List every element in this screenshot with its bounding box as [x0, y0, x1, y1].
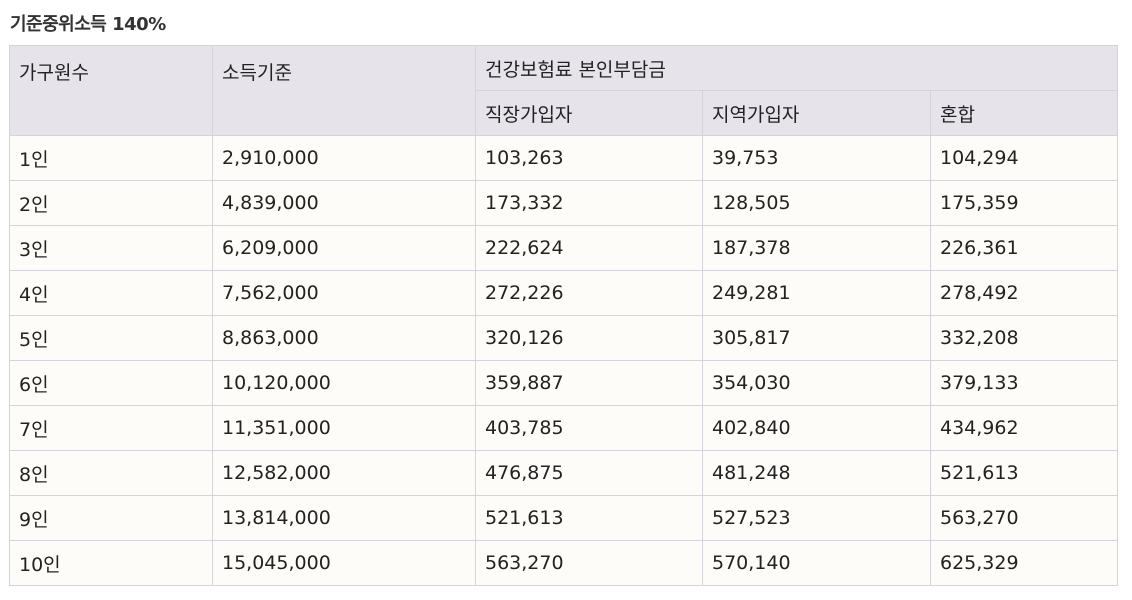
mixed-cell: 434,962 — [929, 405, 1119, 451]
table-row: 6인 10,120,000 359,887 354,030 379,133 — [9, 360, 1119, 406]
income-cell: 11,351,000 — [212, 405, 476, 451]
household-cell: 4인 — [9, 270, 213, 316]
income-cell: 8,863,000 — [212, 315, 476, 361]
mixed-cell: 226,361 — [929, 225, 1119, 271]
household-cell: 7인 — [9, 405, 213, 451]
mixed-cell: 379,133 — [929, 360, 1119, 406]
regional-cell: 570,140 — [702, 540, 931, 586]
header-household: 가구원수 — [9, 45, 213, 136]
regional-cell: 402,840 — [702, 405, 931, 451]
income-cell: 10,120,000 — [212, 360, 476, 406]
household-cell: 6인 — [9, 360, 213, 406]
income-cell: 6,209,000 — [212, 225, 476, 271]
income-cell: 13,814,000 — [212, 495, 476, 541]
header-mixed: 혼합 — [929, 90, 1119, 136]
income-premium-table: 가구원수 소득기준 건강보험료 본인부담금 직장가입자 지역가입자 혼합 1인 2… — [9, 45, 1119, 586]
employee-cell: 359,887 — [475, 360, 703, 406]
employee-cell: 476,875 — [475, 450, 703, 496]
income-cell: 2,910,000 — [212, 135, 476, 181]
employee-cell: 320,126 — [475, 315, 703, 361]
table-row: 8인 12,582,000 476,875 481,248 521,613 — [9, 450, 1119, 496]
employee-cell: 103,263 — [475, 135, 703, 181]
table-row: 2인 4,839,000 173,332 128,505 175,359 — [9, 180, 1119, 226]
table-row: 4인 7,562,000 272,226 249,281 278,492 — [9, 270, 1119, 316]
employee-cell: 173,332 — [475, 180, 703, 226]
household-cell: 10인 — [9, 540, 213, 586]
regional-cell: 481,248 — [702, 450, 931, 496]
mixed-cell: 563,270 — [929, 495, 1119, 541]
regional-cell: 527,523 — [702, 495, 931, 541]
employee-cell: 521,613 — [475, 495, 703, 541]
table-row: 5인 8,863,000 320,126 305,817 332,208 — [9, 315, 1119, 361]
table-header: 가구원수 소득기준 건강보험료 본인부담금 직장가입자 지역가입자 혼합 — [9, 45, 1119, 136]
header-regional: 지역가입자 — [702, 90, 931, 136]
regional-cell: 128,505 — [702, 180, 931, 226]
header-employee: 직장가입자 — [475, 90, 703, 136]
table-caption: 기준중위소득 140% — [10, 14, 166, 35]
mixed-cell: 104,294 — [929, 135, 1119, 181]
income-cell: 12,582,000 — [212, 450, 476, 496]
mixed-cell: 175,359 — [929, 180, 1119, 226]
employee-cell: 272,226 — [475, 270, 703, 316]
table-body: 1인 2,910,000 103,263 39,753 104,294 2인 4,839,0… — [9, 135, 1119, 586]
income-cell: 7,562,000 — [212, 270, 476, 316]
regional-cell: 249,281 — [702, 270, 931, 316]
regional-cell: 305,817 — [702, 315, 931, 361]
mixed-cell: 332,208 — [929, 315, 1119, 361]
household-cell: 3인 — [9, 225, 213, 271]
employee-cell: 222,624 — [475, 225, 703, 271]
table-row: 7인 11,351,000 403,785 402,840 434,962 — [9, 405, 1119, 451]
header-income: 소득기준 — [212, 45, 476, 136]
regional-cell: 354,030 — [702, 360, 931, 406]
mixed-cell: 625,329 — [929, 540, 1119, 586]
mixed-cell: 278,492 — [929, 270, 1119, 316]
income-cell: 15,045,000 — [212, 540, 476, 586]
household-cell: 9인 — [9, 495, 213, 541]
regional-cell: 39,753 — [702, 135, 931, 181]
income-cell: 4,839,000 — [212, 180, 476, 226]
employee-cell: 563,270 — [475, 540, 703, 586]
table-row: 3인 6,209,000 222,624 187,378 226,361 — [9, 225, 1119, 271]
header-premium-group: 건강보험료 본인부담금 — [474, 45, 1119, 91]
regional-cell: 187,378 — [702, 225, 931, 271]
household-cell: 1인 — [9, 135, 213, 181]
table-row: 1인 2,910,000 103,263 39,753 104,294 — [9, 135, 1119, 181]
household-cell: 8인 — [9, 450, 213, 496]
mixed-cell: 521,613 — [929, 450, 1119, 496]
table-row: 10인 15,045,000 563,270 570,140 625,329 — [9, 540, 1119, 586]
table-row: 9인 13,814,000 521,613 527,523 563,270 — [9, 495, 1119, 541]
employee-cell: 403,785 — [475, 405, 703, 451]
household-cell: 5인 — [9, 315, 213, 361]
household-cell: 2인 — [9, 180, 213, 226]
